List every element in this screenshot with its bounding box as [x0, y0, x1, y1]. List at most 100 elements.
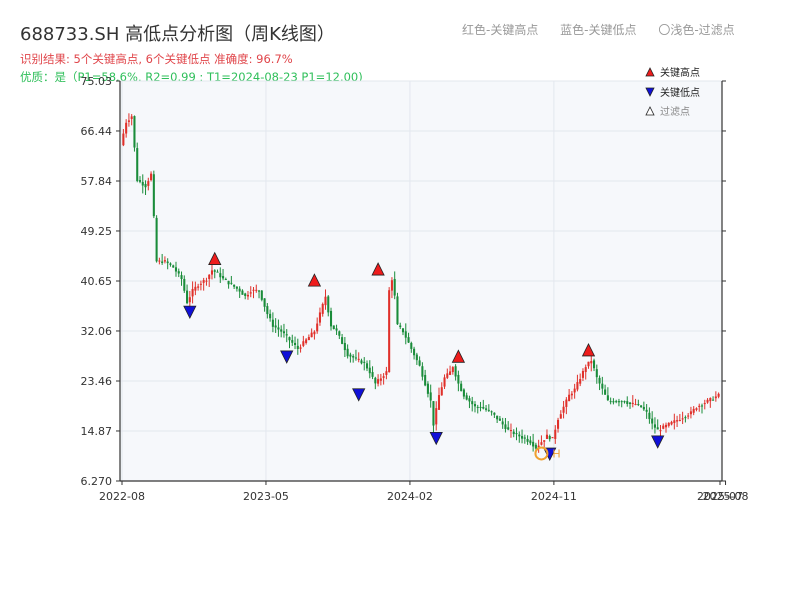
candle-body: [332, 325, 335, 330]
key-high-marker: [208, 251, 222, 265]
candle-body: [410, 342, 413, 349]
candle-body: [687, 415, 690, 417]
candle-body: [529, 440, 532, 444]
candle-body: [673, 420, 676, 423]
candle-body: [127, 120, 130, 122]
y-tick-label: 32.06: [81, 325, 113, 338]
candle-body: [526, 438, 529, 442]
key-high-marker: [581, 343, 596, 357]
candle-body: [640, 405, 643, 408]
candle-body: [570, 393, 573, 396]
candle-body: [144, 183, 147, 188]
candle-body: [407, 337, 410, 343]
candle-body: [404, 331, 407, 338]
candle-body: [493, 412, 496, 415]
y-tick-label: 14.87: [81, 425, 113, 438]
candle-body: [440, 387, 443, 396]
candle-body: [681, 418, 684, 420]
candle-body: [490, 411, 493, 413]
candle-body: [174, 267, 178, 272]
candle-body: [667, 422, 670, 426]
candle-body: [626, 401, 629, 404]
candle-body: [421, 366, 424, 377]
candle-body: [299, 347, 302, 349]
candle-body: [354, 357, 357, 359]
candle-body: [540, 442, 543, 445]
candle-body: [263, 298, 266, 307]
candle-body: [498, 418, 501, 421]
x-tick-label: 2024-02: [387, 490, 433, 503]
candle-body: [595, 369, 598, 378]
candle-body: [266, 306, 269, 315]
candle-body: [451, 367, 454, 373]
candle-body: [534, 444, 537, 449]
top-legend-red: 红色-关键高点: [462, 23, 539, 37]
candle-body: [676, 420, 679, 422]
candle-body: [659, 430, 662, 432]
candle-body: [648, 412, 651, 420]
key-high-marker: [371, 262, 385, 276]
candle-body: [581, 371, 584, 378]
candle-body: [194, 286, 197, 291]
candle-body: [432, 401, 435, 426]
candle-body: [476, 406, 479, 408]
candle-body: [147, 181, 150, 186]
candle-body: [700, 405, 704, 407]
candle-body: [280, 329, 283, 332]
candle-body: [642, 406, 645, 410]
legend-filtered-icon: [645, 106, 655, 116]
candle-body: [712, 399, 715, 401]
candle-body: [285, 334, 288, 336]
candle-body: [554, 429, 557, 439]
candle-body: [368, 367, 371, 374]
candle-body: [698, 405, 701, 407]
candle-body: [399, 325, 402, 328]
candle-body: [296, 345, 299, 349]
candle-body: [252, 289, 255, 291]
key-low-marker: [183, 305, 197, 320]
candle-body: [634, 404, 637, 406]
candle-body: [601, 383, 604, 389]
candle-body: [329, 310, 333, 327]
candle-body: [587, 361, 590, 367]
x-tick-label: 2022-08: [99, 490, 145, 503]
key-low-marker: [651, 435, 665, 449]
candle-body: [551, 437, 554, 439]
candle-body: [623, 401, 626, 403]
y-tick-label: 6.270: [81, 475, 113, 488]
candle-body: [277, 327, 280, 330]
candle-body: [316, 323, 319, 332]
y-tick-label: 40.65: [81, 275, 113, 288]
candle-body: [487, 409, 490, 411]
candle-body: [557, 419, 560, 429]
candle-body: [227, 280, 230, 285]
candle-body: [471, 401, 474, 405]
candle-body: [617, 401, 620, 403]
candle-body: [271, 319, 274, 327]
candle-body: [213, 270, 216, 272]
candle-body: [169, 263, 172, 265]
candle-body: [468, 398, 471, 402]
candle-body: [249, 292, 252, 294]
candle-body: [138, 180, 142, 182]
candle-body: [269, 313, 272, 319]
candle-body: [637, 404, 640, 406]
candle-body: [537, 445, 540, 448]
candle-body: [437, 395, 441, 410]
candle-body: [692, 408, 695, 413]
candle-body: [548, 436, 551, 440]
candle-body: [357, 358, 360, 360]
candle-body: [161, 261, 164, 263]
candle-body: [482, 406, 485, 409]
y-tick-label: 23.46: [81, 375, 113, 388]
candle-body: [216, 271, 219, 273]
y-tick-label: 57.84: [81, 175, 113, 188]
candle-body: [230, 282, 233, 284]
candle-body: [576, 382, 579, 390]
candle-body: [199, 283, 202, 285]
candle-body: [559, 414, 562, 419]
candle-body: [377, 379, 380, 384]
candle-body: [515, 433, 518, 435]
candle-body: [496, 415, 499, 420]
candle-body: [565, 399, 568, 407]
